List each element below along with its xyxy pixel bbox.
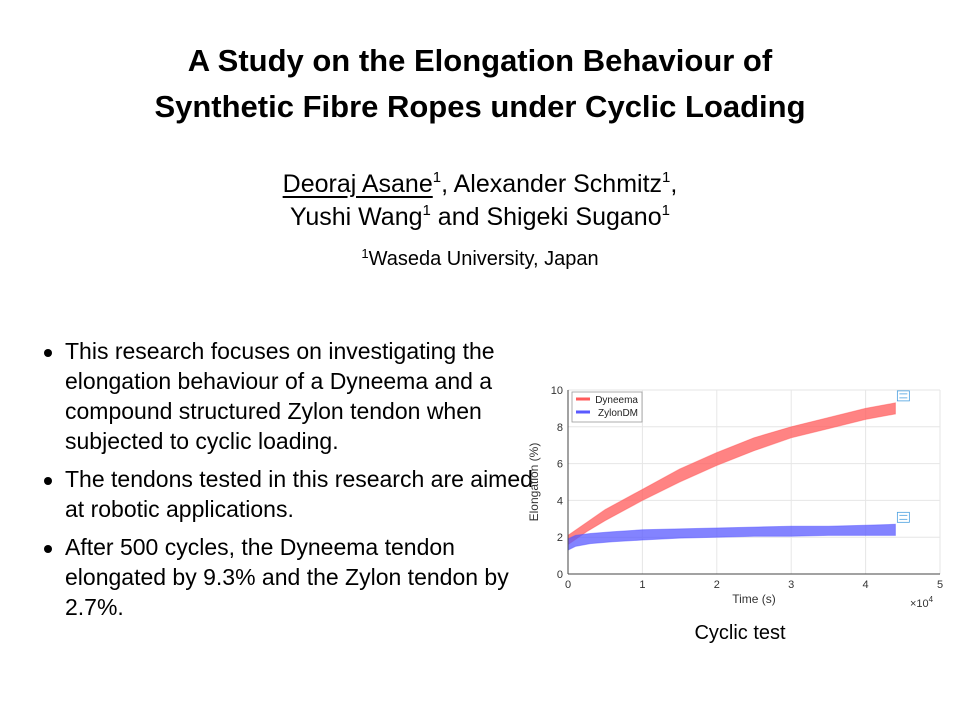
- author-separator: ,: [441, 170, 454, 198]
- x-multiplier-base: ×10: [910, 598, 929, 610]
- x-axis-multiplier: ×104: [910, 595, 934, 610]
- y-tick-label: 4: [557, 495, 563, 507]
- x-tick-label: 1: [639, 579, 645, 591]
- bullet-text: The tendons tested in this research are …: [65, 466, 533, 522]
- affiliation-superscript: 1: [361, 246, 369, 261]
- title-line-2: Synthetic Fibre Ropes under Cyclic Loadi…: [154, 89, 806, 124]
- presenting-author: Deoraj Asane: [282, 170, 433, 198]
- chart-tick-labels: 0 1 2 3 4 5 0 2 4 6 8 10: [551, 385, 943, 591]
- author-name: Yushi Wang: [290, 203, 423, 231]
- y-tick-label: 10: [551, 385, 563, 397]
- y-axis-label: Elongation (%): [527, 443, 541, 522]
- datatip-box: [896, 511, 910, 523]
- x-tick-label: 2: [714, 579, 720, 591]
- bullet-text: After 500 cycles, the Dyneema tendon elo…: [65, 534, 509, 620]
- bullet-item: After 500 cycles, the Dyneema tendon elo…: [40, 532, 540, 622]
- bullet-item: The tendons tested in this research are …: [40, 464, 540, 524]
- author-name: Shigeki Sugano: [486, 203, 662, 231]
- chart-datatips: [896, 390, 910, 523]
- author-name: Alexander Schmitz: [453, 170, 663, 198]
- x-tick-label: 3: [788, 579, 794, 591]
- x-tick-label: 0: [565, 579, 571, 591]
- author-superscript: 1: [422, 202, 431, 219]
- bullet-list: This research focuses on investigating t…: [40, 336, 540, 630]
- author-superscript: 1: [432, 169, 442, 186]
- legend-box: [571, 391, 643, 423]
- y-tick-label: 6: [557, 459, 563, 471]
- bullet-icon: [44, 477, 52, 485]
- author-line-1: Deoraj Asane1, Alexander Schmitz1,: [180, 168, 780, 201]
- series-band-dyneema: [567, 402, 896, 546]
- chart-axes: [567, 390, 940, 575]
- y-tick-label: 8: [557, 422, 563, 434]
- elongation-chart: 0 1 2 3 4 5 0 2 4 6 8 10 Time (s) Elongation (%) ×1…: [520, 378, 950, 618]
- figure-caption: Cyclic test: [694, 622, 786, 644]
- author-list: Deoraj Asane1, Alexander Schmitz1, Yushi…: [180, 168, 780, 234]
- bullet-icon: [44, 349, 52, 357]
- affiliation-text: Waseda University, Japan: [368, 248, 599, 270]
- author-superscript: 1: [662, 169, 671, 186]
- author-separator: and: [430, 203, 487, 231]
- bullet-icon: [44, 545, 52, 553]
- x-tick-label: 5: [937, 579, 943, 591]
- bullet-item: This research focuses on investigating t…: [40, 336, 540, 456]
- y-tick-label: 2: [557, 532, 563, 544]
- datatip-box: [896, 390, 910, 402]
- chart-series-areas: [567, 402, 896, 551]
- y-tick-label: 0: [557, 569, 563, 581]
- legend-label: ZylonDM: [598, 408, 638, 419]
- legend-label: Dyneema: [595, 395, 638, 406]
- series-band-zylondm: [567, 523, 896, 551]
- slide-title: A Study on the Elongation Behaviour of S…: [40, 38, 920, 130]
- chart-legend: Dyneema ZylonDM: [571, 391, 643, 423]
- title-line-1: A Study on the Elongation Behaviour of: [187, 43, 773, 78]
- author-superscript: 1: [661, 202, 670, 219]
- x-axis-label: Time (s): [732, 592, 776, 606]
- author-separator: ,: [670, 170, 678, 198]
- bullet-text: This research focuses on investigating t…: [65, 338, 495, 454]
- author-line-2: Yushi Wang1 and Shigeki Sugano1: [180, 201, 780, 234]
- x-multiplier-exponent: 4: [929, 595, 934, 604]
- x-tick-label: 4: [863, 579, 869, 591]
- affiliation: 1Waseda University, Japan: [230, 246, 730, 272]
